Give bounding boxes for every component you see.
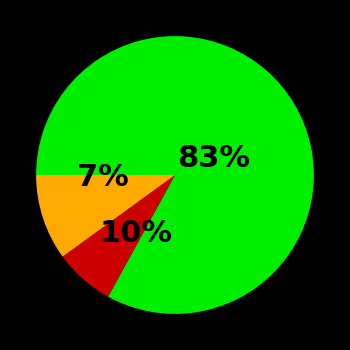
Text: 10%: 10% [99, 219, 173, 248]
Text: 7%: 7% [77, 163, 129, 192]
Wedge shape [63, 175, 175, 297]
Wedge shape [36, 36, 314, 314]
Text: 83%: 83% [177, 144, 250, 173]
Wedge shape [36, 175, 175, 257]
